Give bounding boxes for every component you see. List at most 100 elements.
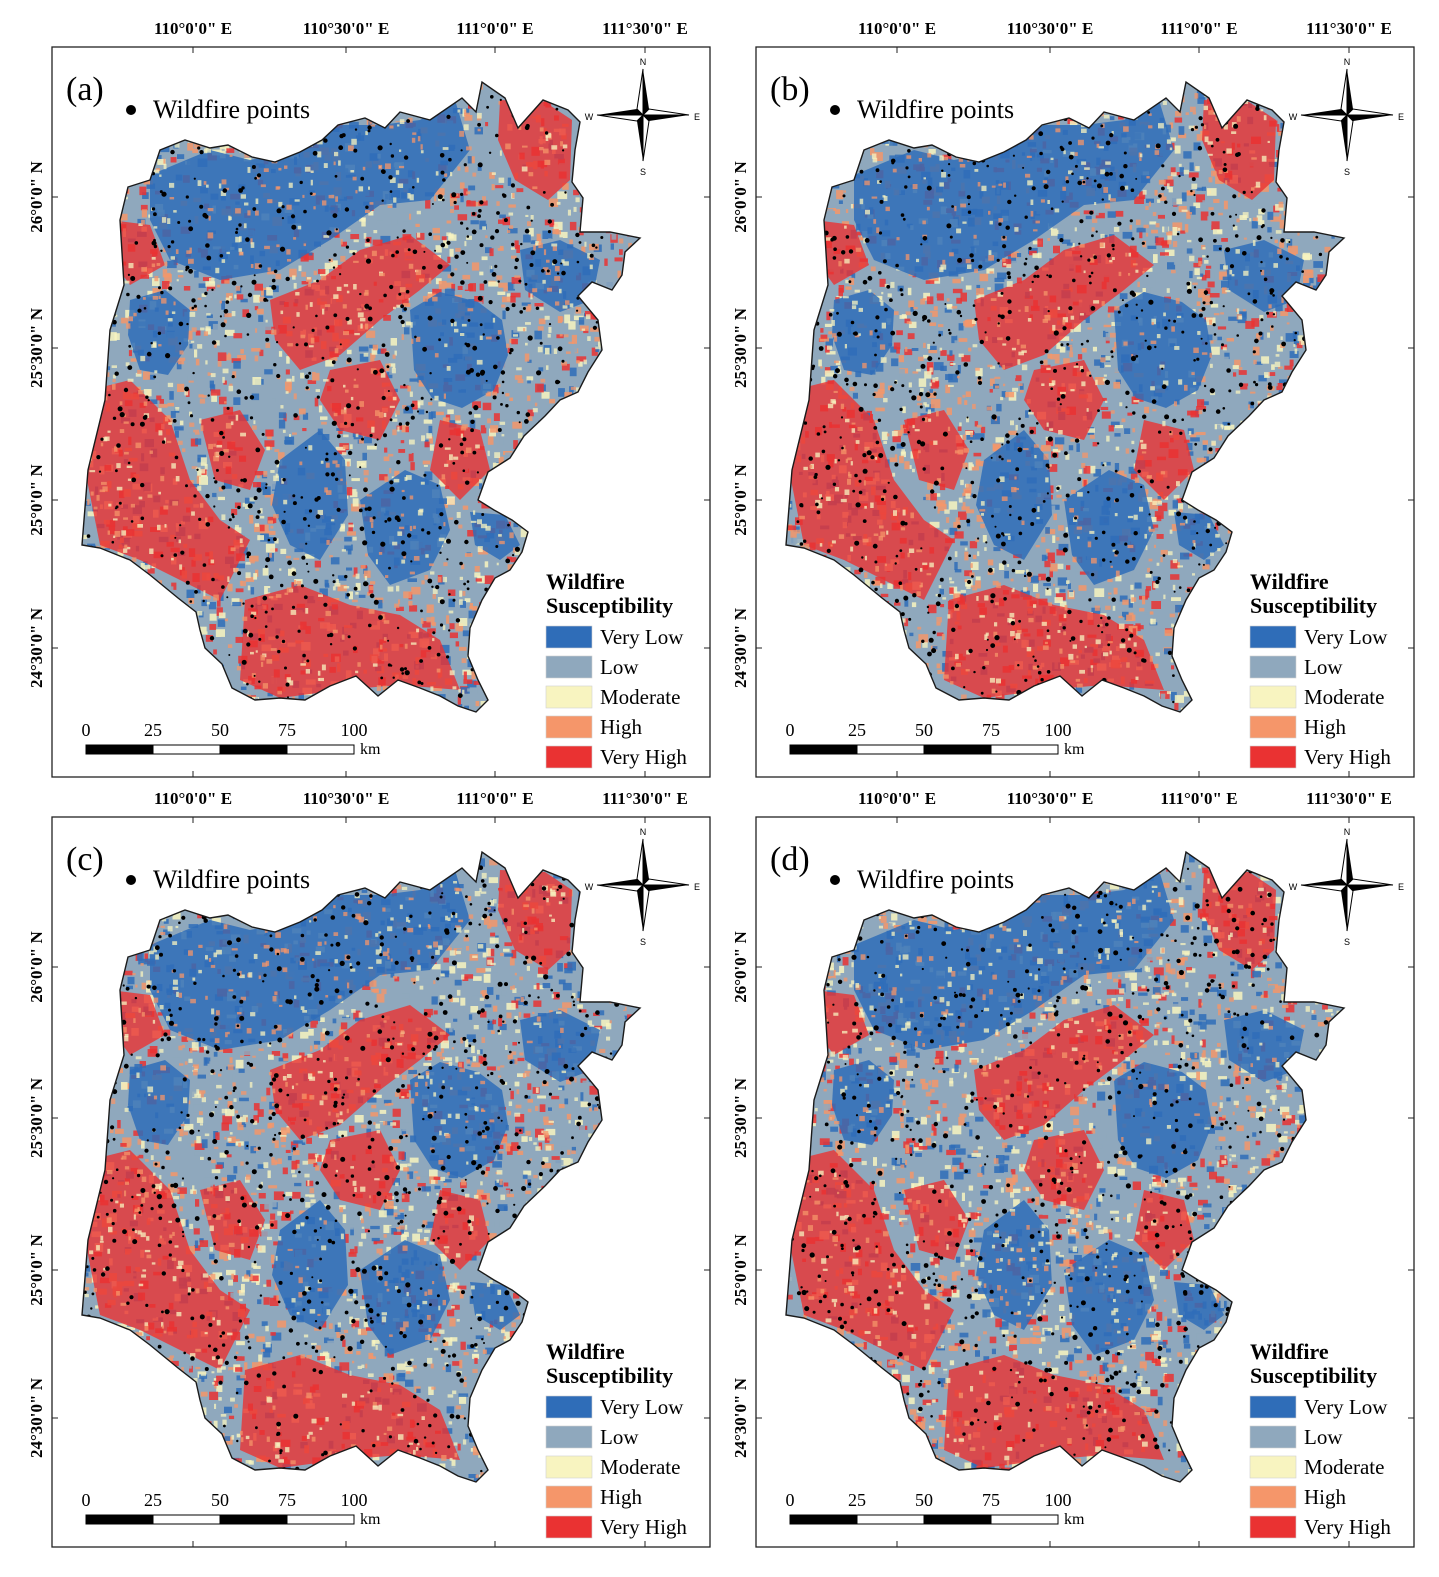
- legend-swatch: [545, 1455, 593, 1479]
- compass-letter: W: [585, 882, 594, 892]
- scale-tick-label: 0: [82, 720, 91, 740]
- scale-tick-label: 75: [982, 720, 1000, 740]
- legend-swatch: [545, 745, 593, 769]
- very-high-zone: [320, 1130, 400, 1210]
- latitude-label: 24°30'0" N: [27, 607, 46, 688]
- legend-swatch: [545, 625, 593, 649]
- scale-tick-label: 25: [848, 1490, 866, 1510]
- very-low-zone: [1114, 292, 1212, 408]
- very-low-zone: [150, 100, 470, 280]
- compass-letter: S: [1344, 167, 1350, 177]
- very-high-zone: [944, 585, 1164, 698]
- legend-swatch: [545, 685, 593, 709]
- scale-tick-label: 50: [211, 1490, 229, 1510]
- latitude-label: 25°0'0" N: [27, 1234, 46, 1306]
- legend-swatch: [545, 1485, 593, 1509]
- legend-swatch: [1249, 655, 1297, 679]
- compass-letter: N: [640, 827, 647, 837]
- map-panel-a: 110°0'0" E 110°30'0" E 111°0'0" E 111°30'0"…: [0, 0, 718, 785]
- legend-class-label: Very High: [600, 1515, 687, 1539]
- legend-class-label: Very Low: [600, 1395, 684, 1419]
- legend-title: Susceptibility: [546, 1363, 673, 1388]
- legend-title: Wildfire: [1250, 569, 1329, 594]
- scale-tick-label: 0: [786, 1490, 795, 1510]
- north-arrow-icon: N S E W: [1289, 827, 1404, 947]
- map-svg: 110°0'0" E 110°30'0" E 111°0'0" E 111°30'0"…: [27, 789, 711, 1548]
- very-high-zone: [320, 360, 400, 440]
- north-arrow-icon: N S E W: [585, 827, 700, 947]
- legend-class-label: Moderate: [1304, 1455, 1384, 1479]
- legend-swatch: [1249, 1485, 1297, 1509]
- scale-tick-label: 25: [144, 1490, 162, 1510]
- latitude-label: 24°30'0" N: [731, 1377, 750, 1458]
- very-low-zone: [128, 1060, 190, 1145]
- longitude-label: 110°0'0" E: [154, 789, 232, 808]
- study-area-boundary: [81, 850, 642, 1483]
- panel-label: (a): [66, 71, 104, 108]
- latitude-label: 25°30'0" N: [731, 1077, 750, 1158]
- very-low-zone: [410, 292, 508, 408]
- legend-title: Wildfire: [546, 569, 625, 594]
- longitude-label: 111°0'0" E: [456, 19, 533, 38]
- wildfire-point-symbol: [830, 105, 840, 115]
- legend-swatch: [545, 715, 593, 739]
- longitude-label: 110°0'0" E: [858, 19, 936, 38]
- map-panel-b: 110°0'0" E 110°30'0" E 111°0'0" E 111°30'0"…: [704, 0, 1422, 785]
- compass-letter: N: [640, 57, 647, 67]
- longitude-label: 110°30'0" E: [1007, 19, 1094, 38]
- north-arrow-icon: N S E W: [585, 57, 700, 177]
- compass-letter: E: [1398, 882, 1404, 892]
- scale-tick-label: 50: [915, 720, 933, 740]
- very-high-zone: [1134, 420, 1194, 500]
- legend-swatch: [545, 1395, 593, 1419]
- map-svg: 110°0'0" E 110°30'0" E 111°0'0" E 111°30'0"…: [731, 19, 1415, 778]
- compass-letter: W: [1289, 882, 1298, 892]
- legend-class-label: High: [600, 1485, 643, 1509]
- study-area-boundary: [785, 850, 1346, 1483]
- latitude-label: 26°0'0" N: [27, 161, 46, 233]
- map-panel-c: 110°0'0" E 110°30'0" E 111°0'0" E 111°30'0"…: [0, 770, 718, 1555]
- study-area-boundary: [785, 80, 1346, 713]
- very-high-zone: [85, 1150, 250, 1370]
- legend-title: Susceptibility: [1250, 1363, 1377, 1388]
- legend-title: Susceptibility: [546, 593, 673, 618]
- longitude-label: 111°0'0" E: [1160, 19, 1237, 38]
- longitude-label: 110°30'0" E: [1007, 789, 1094, 808]
- very-low-zone: [360, 1240, 450, 1355]
- legend-class-label: Low: [1304, 1425, 1343, 1449]
- longitude-label: 110°30'0" E: [303, 789, 390, 808]
- latitude-label: 24°30'0" N: [27, 1377, 46, 1458]
- panel-label: (c): [66, 841, 104, 878]
- legend-class-label: High: [1304, 715, 1347, 739]
- wildfire-points-label: Wildfire points: [857, 865, 1014, 894]
- legend-class-label: Low: [600, 1425, 639, 1449]
- very-high-zone: [270, 235, 450, 370]
- latitude-label: 26°0'0" N: [27, 931, 46, 1003]
- legend-class-label: Low: [1304, 655, 1343, 679]
- very-high-zone: [200, 1180, 265, 1260]
- very-high-zone: [270, 1005, 450, 1140]
- latitude-label: 25°0'0" N: [27, 464, 46, 536]
- very-high-zone: [430, 420, 490, 500]
- scale-tick-label: 0: [786, 720, 795, 740]
- legend-class-label: Moderate: [600, 1455, 680, 1479]
- very-low-zone: [1114, 1062, 1212, 1178]
- very-low-zone: [1064, 470, 1154, 585]
- scale-tick-label: 50: [211, 720, 229, 740]
- compass-letter: W: [1289, 112, 1298, 122]
- legend-class-label: Very Low: [1304, 625, 1388, 649]
- legend-title: Wildfire: [1250, 1339, 1329, 1364]
- legend-swatch: [545, 1515, 593, 1539]
- latitude-label: 26°0'0" N: [731, 161, 750, 233]
- very-high-zone: [1024, 1130, 1104, 1210]
- scale-tick-label: 100: [1045, 1490, 1072, 1510]
- very-low-zone: [1064, 1240, 1154, 1355]
- very-high-zone: [240, 1355, 460, 1468]
- very-low-zone: [832, 1060, 894, 1145]
- legend-class-label: High: [1304, 1485, 1347, 1509]
- legend-swatch: [545, 655, 593, 679]
- legend-class-label: Very High: [1304, 745, 1391, 769]
- legend-swatch: [1249, 1395, 1297, 1419]
- legend-swatch: [1249, 745, 1297, 769]
- very-low-zone: [272, 430, 348, 560]
